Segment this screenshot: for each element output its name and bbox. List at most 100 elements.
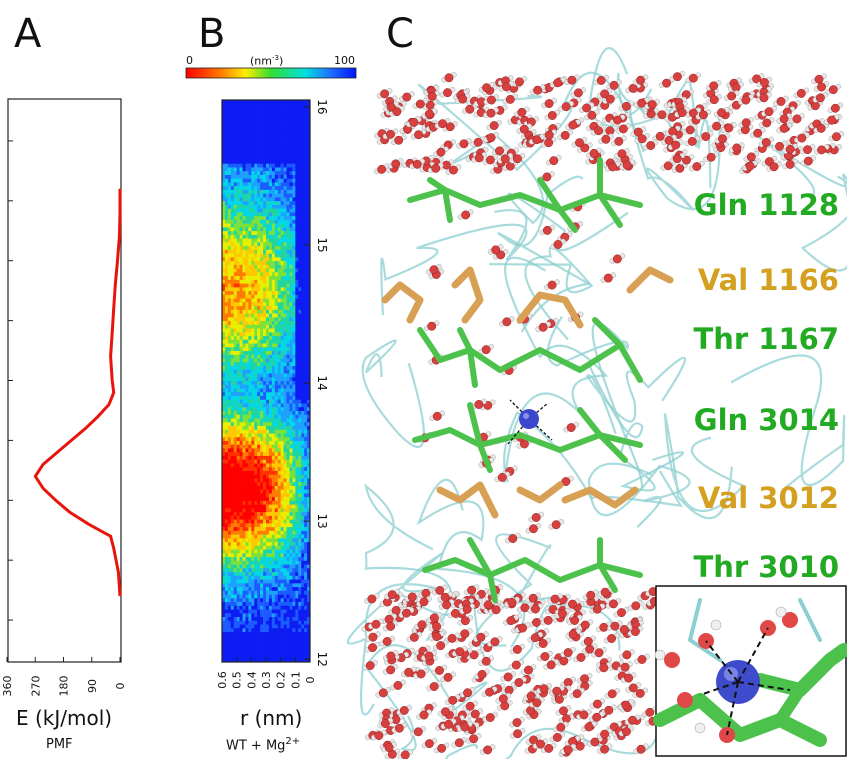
heatmap-cell xyxy=(233,216,237,221)
heatmap-cell xyxy=(292,366,296,371)
heatmap-cell xyxy=(245,429,249,434)
heatmap-cell xyxy=(268,523,273,528)
heatmap-cell xyxy=(286,605,290,610)
heatmap-cell xyxy=(260,294,264,299)
heatmap-cell xyxy=(227,485,232,490)
heatmap-cell xyxy=(277,201,281,206)
heatmap-cell xyxy=(242,129,246,135)
heatmap-cell xyxy=(239,351,243,356)
heatmap-cell xyxy=(254,354,258,359)
heatmap-cell xyxy=(301,650,305,655)
water-molecule xyxy=(723,90,740,101)
heatmap-cell xyxy=(222,542,226,547)
heatmap-cell xyxy=(301,249,305,254)
heatmap-cell xyxy=(274,268,279,273)
heatmap-cell xyxy=(236,650,240,655)
heatmap-cell xyxy=(222,624,226,629)
backbone-ribbon xyxy=(663,413,746,520)
heatmap-cell xyxy=(263,448,267,453)
heatmap-cell xyxy=(224,253,229,258)
heatmap-cell xyxy=(260,410,264,416)
heatmap-cell xyxy=(289,306,293,311)
heatmap-cell xyxy=(230,493,235,498)
heatmap-cell xyxy=(260,504,264,509)
heatmap-cell xyxy=(242,609,246,614)
heatmap-cell xyxy=(257,328,261,333)
heatmap-cell xyxy=(222,238,226,243)
heatmap-cell xyxy=(239,407,243,412)
heatmap-cell xyxy=(283,560,287,565)
heatmap-cell xyxy=(268,227,273,232)
heatmap-cell xyxy=(295,189,299,194)
heatmap-cell xyxy=(248,257,252,262)
heatmap-cell xyxy=(280,111,284,116)
heatmap-cell xyxy=(242,617,246,622)
heatmap-cell xyxy=(283,403,287,408)
heatmap-cell xyxy=(239,433,243,438)
heatmap-cell xyxy=(251,133,255,138)
heatmap-cell xyxy=(263,602,267,607)
heatmap-cell xyxy=(239,384,243,389)
heatmap-cell xyxy=(224,204,229,209)
heatmap-cell xyxy=(298,613,302,618)
water-molecule xyxy=(442,120,458,132)
heatmap-cell xyxy=(286,208,290,213)
heatmap-cell xyxy=(304,605,308,610)
heatmap-cell xyxy=(301,159,305,164)
heatmap-cell xyxy=(251,373,255,378)
heatmap-cell xyxy=(268,362,273,367)
heatmap-cell xyxy=(286,485,290,490)
heatmap-cell xyxy=(266,523,270,528)
heatmap-cell xyxy=(298,602,302,607)
heatmap-cell xyxy=(257,474,261,479)
heatmap-cell xyxy=(274,478,279,483)
heatmap-cell xyxy=(242,111,246,116)
heatmap-cell xyxy=(274,234,279,239)
heatmap-cell xyxy=(245,347,249,352)
heatmap-cell xyxy=(254,204,258,209)
heatmap-cell xyxy=(245,156,249,161)
heatmap-cell xyxy=(295,624,299,629)
heatmap-cell xyxy=(298,572,302,577)
heatmap-cell xyxy=(242,410,246,416)
heatmap-cell xyxy=(307,632,311,637)
heatmap-cell xyxy=(242,485,246,490)
heatmap-cell xyxy=(295,392,299,397)
heatmap-cell xyxy=(295,324,299,329)
heatmap-cell xyxy=(271,178,276,183)
heatmap-cell xyxy=(283,410,287,416)
heatmap-cell xyxy=(224,246,229,251)
heatmap-cell xyxy=(271,223,276,228)
heatmap-cell xyxy=(257,178,261,183)
heatmap-cell xyxy=(280,306,284,311)
heatmap-cell xyxy=(260,572,264,577)
heatmap-cell xyxy=(233,133,237,138)
heatmap-cell xyxy=(301,257,305,262)
heatmap-cell xyxy=(233,534,237,539)
heatmap-cell xyxy=(260,174,264,179)
heatmap-cell xyxy=(304,575,308,580)
heatmap-cell xyxy=(280,440,284,445)
heatmap-cell xyxy=(271,133,276,138)
heatmap-cell xyxy=(242,575,246,580)
heatmap-cell xyxy=(298,336,302,341)
heatmap-cell xyxy=(227,339,232,344)
water-molecule xyxy=(439,86,456,98)
heatmap-cell xyxy=(274,482,279,487)
heatmap-cell xyxy=(230,654,235,659)
heatmap-cell xyxy=(298,302,302,307)
heatmap-cell xyxy=(233,234,237,239)
heatmap-cell xyxy=(236,268,240,273)
heatmap-cell xyxy=(248,639,252,644)
heatmap-cell xyxy=(222,448,226,453)
heatmap-cell xyxy=(274,613,279,618)
heatmap-cell xyxy=(268,504,273,509)
heatmap-cell xyxy=(245,613,249,618)
heatmap-cell xyxy=(230,279,235,284)
heatmap-cell xyxy=(245,440,249,445)
heatmap-cell xyxy=(289,542,293,547)
heatmap-cell xyxy=(286,650,290,655)
heatmap-cell xyxy=(266,216,270,221)
heatmap-cell xyxy=(283,545,287,550)
heatmap-cell xyxy=(260,253,264,258)
